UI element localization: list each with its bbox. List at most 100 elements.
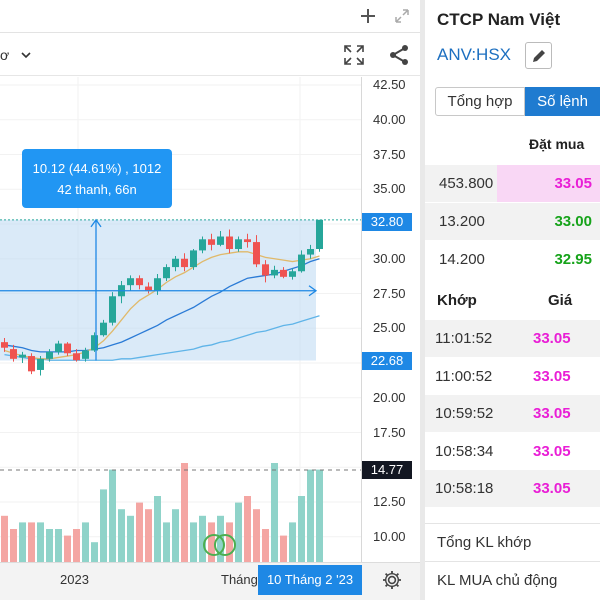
price-tick-label: 40.00	[373, 111, 406, 127]
measure-tooltip: 10.12 (44.61%) , 1012 42 thanh, 66n	[22, 149, 172, 208]
candle-body	[127, 278, 134, 286]
interval-dropdown[interactable]: ơ	[0, 47, 31, 63]
candle-body	[181, 258, 188, 268]
candle-body	[253, 242, 260, 265]
candle-body	[1, 342, 8, 348]
match-row[interactable]: 10:59:52 33.05	[425, 395, 600, 432]
bid-price: 32.95	[554, 251, 592, 268]
chart-toolbar: ơ	[0, 34, 425, 76]
volume-bar	[307, 469, 314, 562]
match-row[interactable]: 11:01:52 33.05	[425, 320, 600, 357]
volume-bar	[262, 529, 269, 562]
volume-bar	[271, 463, 278, 562]
price-tick-label: 30.00	[373, 250, 406, 266]
volume-bar	[91, 542, 98, 562]
volume-bar	[163, 522, 170, 562]
bid-row[interactable]: 13.200 33.00	[425, 203, 600, 240]
candle-body	[154, 278, 161, 291]
volume-bar	[298, 496, 305, 562]
candle-body	[226, 236, 233, 250]
bid-volume: 13.200	[439, 213, 485, 230]
volume-bar	[1, 515, 8, 562]
match-time: 11:01:52	[435, 330, 493, 347]
candle-body	[82, 350, 89, 359]
bid-row[interactable]: 14.200 32.95	[425, 241, 600, 278]
gear-icon[interactable]	[381, 569, 403, 591]
volume-bar	[235, 502, 242, 562]
time-axis[interactable]: 2023 Tháng 10 Tháng 2 '23	[0, 562, 425, 600]
candle-body	[172, 258, 179, 268]
candle-body	[244, 239, 251, 243]
volume-bar	[208, 522, 215, 562]
bid-volume: 453.800	[439, 175, 494, 192]
volume-bar	[28, 522, 35, 562]
candle-body	[10, 349, 17, 359]
fullscreen-icon[interactable]	[343, 44, 365, 66]
match-row[interactable]: 10:58:34 33.05	[425, 432, 600, 470]
bid-price: 33.05	[554, 175, 592, 192]
candle-body	[136, 278, 143, 286]
candle-body	[145, 286, 152, 291]
plus-icon[interactable]	[360, 8, 376, 24]
volume-bar	[316, 469, 323, 562]
candle-body	[217, 236, 224, 245]
price-tick-label: 17.50	[373, 424, 406, 440]
event-marker	[203, 534, 225, 556]
match-price: 33.05	[533, 480, 571, 497]
time-label-month: Tháng	[221, 572, 258, 587]
footer-total-volume: Tổng KL khớp	[425, 523, 600, 559]
candle-body	[91, 335, 98, 351]
expand-diagonal-icon[interactable]	[393, 7, 411, 25]
volume-bar	[154, 496, 161, 562]
bid-price: 33.00	[554, 213, 592, 230]
price-axis[interactable]: 42.5040.0037.5035.0032.5030.0027.5025.00…	[362, 77, 420, 562]
price-tick-label: 27.50	[373, 285, 406, 301]
candle-body	[46, 351, 53, 359]
volume-bar	[181, 463, 188, 562]
match-time: 10:58:34	[435, 442, 494, 460]
bid-volume: 14.200	[439, 251, 485, 268]
volume-bar	[145, 509, 152, 562]
crosshair-date-label: 10 Tháng 2 '23	[258, 565, 362, 595]
share-icon[interactable]	[388, 44, 410, 66]
chart-svg[interactable]	[0, 77, 362, 562]
volume-bar	[190, 522, 197, 562]
price-tick-label: 35.00	[373, 181, 406, 197]
volume-bar	[118, 509, 125, 562]
volume-bar	[226, 522, 233, 562]
order-book-panel: CTCP Nam Việt ANV:HSX Tổng hợp Số lệnh Đ…	[425, 0, 600, 600]
volume-bar	[55, 529, 62, 562]
match-time: 11:00:52	[435, 367, 493, 385]
candle-body	[199, 239, 206, 251]
candle-body	[190, 250, 197, 268]
volume-bar	[37, 522, 44, 562]
match-price: 33.05	[533, 442, 571, 460]
match-row[interactable]: 11:00:52 33.05	[425, 357, 600, 395]
tab-summary[interactable]: Tổng hợp	[435, 87, 525, 116]
candle-body	[316, 219, 323, 250]
candle-body	[28, 356, 35, 372]
panel-divider[interactable]	[420, 0, 425, 600]
volume-bar	[73, 529, 80, 562]
volume-bar	[199, 515, 206, 562]
match-price: 33.05	[533, 405, 571, 422]
chevron-down-icon	[21, 52, 31, 59]
time-label-year: 2023	[60, 572, 89, 587]
chart-pane: ơ 10.12 (44.61%) , 1012 42 thanh, 66n 42…	[0, 7, 425, 600]
chart-plot-area[interactable]: 10.12 (44.61%) , 1012 42 thanh, 66n	[0, 77, 362, 562]
price-tick-label: 12.50	[373, 494, 406, 509]
volume-bar	[10, 529, 17, 562]
volume-bar	[109, 469, 116, 562]
candle-body	[262, 264, 269, 276]
candle-body	[64, 343, 71, 354]
volume-bar	[100, 489, 107, 562]
match-row[interactable]: 10:58:18 33.05	[425, 470, 600, 507]
tab-orders[interactable]: Số lệnh	[525, 87, 600, 116]
bid-row[interactable]: 453.800 33.05	[425, 165, 600, 202]
candle-body	[19, 354, 26, 358]
price-tick-label: 20.00	[373, 389, 406, 405]
edit-ticker-button[interactable]	[525, 42, 552, 69]
ticker-symbol[interactable]: ANV:HSX	[437, 45, 512, 64]
volume-bar	[136, 502, 143, 562]
volume-bar	[244, 496, 251, 562]
